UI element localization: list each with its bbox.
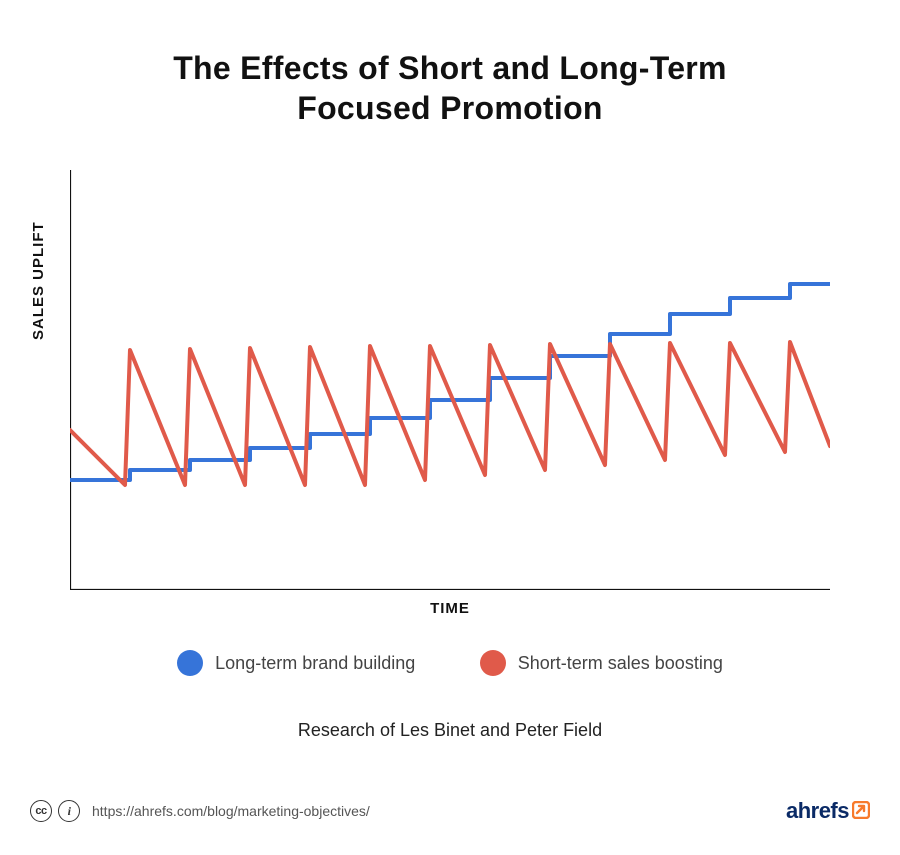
brand-accent-icon (852, 799, 870, 825)
short-term-line (70, 342, 830, 485)
footer: cc i https://ahrefs.com/blog/marketing-o… (30, 798, 870, 825)
cc-by-icon: i (58, 800, 80, 822)
brand-text: ahrefs (786, 798, 849, 823)
title-line-1: The Effects of Short and Long-Term (173, 50, 727, 86)
cc-by-glyph: i (68, 804, 71, 819)
title-line-2: Focused Promotion (297, 90, 603, 126)
cc-icon: cc (30, 800, 52, 822)
legend: Long-term brand building Short-term sale… (0, 650, 900, 681)
brand-logo[interactable]: ahrefs (786, 798, 870, 825)
arrow-up-right-icon (852, 801, 870, 819)
chart-area (70, 170, 830, 590)
chart-svg (70, 170, 830, 590)
footer-left: cc i https://ahrefs.com/blog/marketing-o… (30, 800, 370, 822)
legend-dot-short-term (480, 650, 506, 676)
legend-item-long-term: Long-term brand building (177, 650, 415, 676)
legend-label-long-term: Long-term brand building (215, 653, 415, 674)
legend-item-short-term: Short-term sales boosting (480, 650, 723, 676)
y-axis-label: SALES UPLIFT (30, 221, 47, 340)
research-credit: Research of Les Binet and Peter Field (0, 720, 900, 741)
legend-dot-long-term (177, 650, 203, 676)
long-term-line (70, 284, 830, 480)
chart-title: The Effects of Short and Long-Term Focus… (0, 48, 900, 128)
legend-label-short-term: Short-term sales boosting (518, 653, 723, 674)
x-axis-label: TIME (0, 600, 900, 617)
page: The Effects of Short and Long-Term Focus… (0, 0, 900, 855)
source-url[interactable]: https://ahrefs.com/blog/marketing-object… (92, 803, 370, 819)
